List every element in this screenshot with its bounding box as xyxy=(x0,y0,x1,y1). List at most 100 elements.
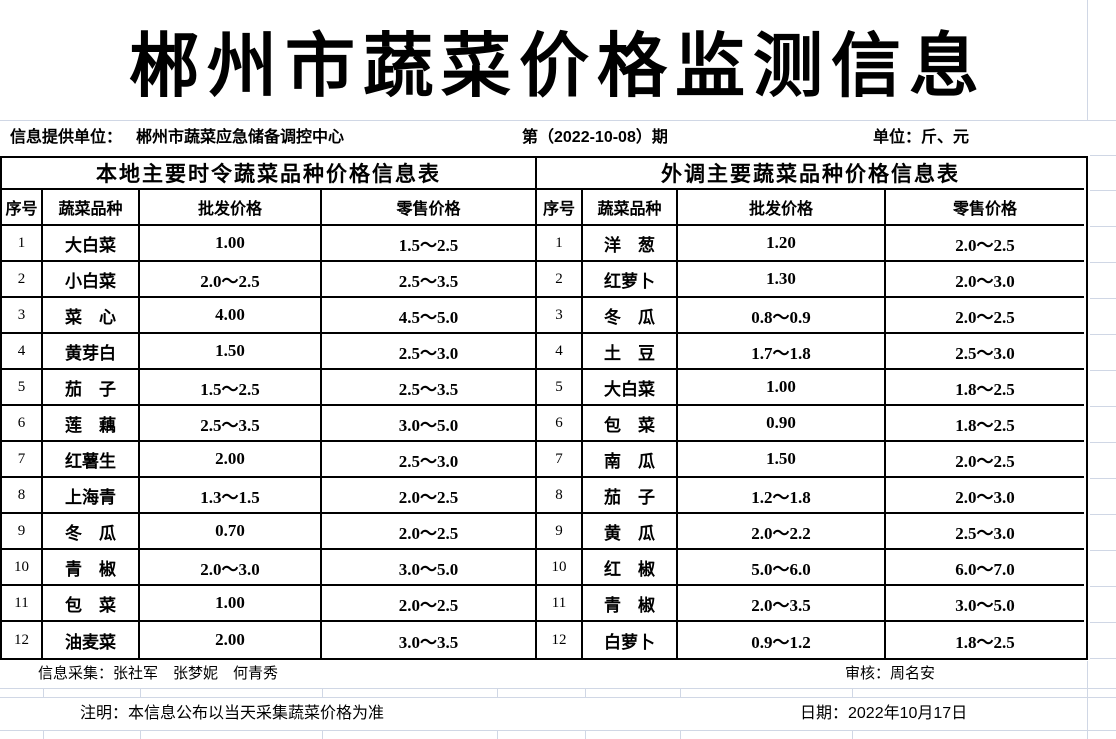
vegetable-name: 小白菜 xyxy=(43,262,140,298)
vegetable-name: 大白菜 xyxy=(43,226,140,262)
row-seq: 11 xyxy=(2,586,43,622)
gridline xyxy=(1087,661,1088,739)
wholesale-price: 1.3～1.5 xyxy=(140,478,322,514)
info-provider: 信息提供单位： 郴州市蔬菜应急储备调控中心 xyxy=(10,120,344,156)
row-seq: 1 xyxy=(2,226,43,262)
column-header-retail: 零售价格 xyxy=(322,190,535,226)
gridline xyxy=(1090,442,1116,443)
gridline xyxy=(1090,406,1116,407)
retail-price: 1.8～2.5 xyxy=(886,370,1084,406)
vegetable-name: 茄 子 xyxy=(583,478,678,514)
gridline xyxy=(1090,155,1116,156)
gridline xyxy=(0,697,1116,698)
vegetable-name: 茄 子 xyxy=(43,370,140,406)
retail-price: 2.5～3.0 xyxy=(322,442,535,478)
gridline xyxy=(1090,550,1116,551)
local-price-table: 本地主要时令蔬菜品种价格信息表 序号 蔬菜品种 批发价格 零售价格 1 大白菜 1.… xyxy=(0,156,537,660)
issue-number: 第（2022-10-08）期 xyxy=(522,129,668,146)
gridline xyxy=(1090,658,1116,659)
row-seq: 12 xyxy=(537,622,583,658)
row-seq: 6 xyxy=(2,406,43,442)
vegetable-name: 南 瓜 xyxy=(583,442,678,478)
date-label: 日期：2022年10月17日 xyxy=(800,705,968,722)
gridline xyxy=(0,688,1116,689)
row-seq: 7 xyxy=(537,442,583,478)
retail-price: 2.0～2.5 xyxy=(322,478,535,514)
row-seq: 10 xyxy=(537,550,583,586)
wholesale-price: 1.00 xyxy=(140,226,322,262)
column-header-wholesale: 批发价格 xyxy=(140,190,322,226)
gridline xyxy=(43,731,44,739)
vegetable-name: 红 椒 xyxy=(583,550,678,586)
vegetable-name: 菜 心 xyxy=(43,298,140,334)
info-provider-value: 郴州市蔬菜应急储备调控中心 xyxy=(136,129,345,146)
gridline xyxy=(1090,190,1116,191)
retail-price: 3.0～5.0 xyxy=(322,550,535,586)
retail-price: 2.0～2.5 xyxy=(886,298,1084,334)
vegetable-name: 包 菜 xyxy=(43,586,140,622)
gridline xyxy=(1090,514,1116,515)
wholesale-price: 1.5～2.5 xyxy=(140,370,322,406)
wholesale-price: 0.90 xyxy=(678,406,886,442)
wholesale-price: 5.0～6.0 xyxy=(678,550,886,586)
row-seq: 4 xyxy=(2,334,43,370)
vegetable-name: 洋 葱 xyxy=(583,226,678,262)
gridline xyxy=(43,689,44,697)
vegetable-name: 土 豆 xyxy=(583,334,678,370)
gridline xyxy=(1087,0,1088,120)
wholesale-price: 2.0～2.2 xyxy=(678,514,886,550)
row-seq: 2 xyxy=(2,262,43,298)
gridline xyxy=(852,689,853,697)
wholesale-price: 2.00 xyxy=(140,442,322,478)
retail-price: 4.5～5.0 xyxy=(322,298,535,334)
retail-price: 1.8～2.5 xyxy=(955,632,1015,652)
gridline xyxy=(0,730,1116,731)
gridline xyxy=(140,731,141,739)
row-seq: 8 xyxy=(537,478,583,514)
gridline xyxy=(1090,226,1116,227)
vegetable-name: 青 椒 xyxy=(583,586,678,622)
gridline xyxy=(680,689,681,697)
retail-price: 3.0～5.0 xyxy=(322,406,535,442)
retail-price: 1.8～2.5 xyxy=(886,406,1084,442)
row-seq: 11 xyxy=(537,586,583,622)
gridline xyxy=(1090,262,1116,263)
gridline xyxy=(497,731,498,739)
row-seq: 12 xyxy=(2,622,43,658)
gridline xyxy=(1090,334,1116,335)
column-header-vegetable: 蔬菜品种 xyxy=(43,190,140,226)
row-seq: 1 xyxy=(537,226,583,262)
page-title: 郴州市蔬菜价格监测信息 xyxy=(129,24,987,107)
row-seq: 10 xyxy=(2,550,43,586)
wholesale-price: 0.8～0.9 xyxy=(678,298,886,334)
unit-label: 单位：斤、元 xyxy=(873,129,970,146)
row-seq: 2 xyxy=(537,262,583,298)
retail-price: 2.5～3.5 xyxy=(322,262,535,298)
wholesale-price: 0.70 xyxy=(140,514,322,550)
vegetable-name: 上海青 xyxy=(43,478,140,514)
vegetable-name: 白萝卜 xyxy=(583,622,678,658)
wholesale-price: 1.2～1.8 xyxy=(678,478,886,514)
gridline xyxy=(322,689,323,697)
info-provider-label: 信息提供单位： xyxy=(10,129,123,146)
row-seq: 5 xyxy=(2,370,43,406)
wholesale-price: 1.30 xyxy=(678,262,886,298)
wholesale-price: 4.00 xyxy=(140,298,322,334)
retail-price: 2.5～3.0 xyxy=(886,514,1084,550)
wholesale-price: 1.00 xyxy=(140,586,322,622)
gridline xyxy=(0,120,1116,121)
row-seq: 4 xyxy=(537,334,583,370)
wholesale-price: 0.9～1.2 xyxy=(678,622,886,658)
reviewer-label: 审核：周名安 xyxy=(845,665,936,682)
local-table-title: 本地主要时令蔬菜品种价格信息表 xyxy=(2,158,535,190)
gridline xyxy=(1090,478,1116,479)
wholesale-price: 2.0～3.0 xyxy=(140,550,322,586)
retail-price: 2.5～3.0 xyxy=(886,334,1084,370)
retail-price: 2.0～2.5 xyxy=(886,442,1084,478)
vegetable-name: 青 椒 xyxy=(43,550,140,586)
wholesale-price: 1.50 xyxy=(678,442,886,478)
column-header-retail: 零售价格 xyxy=(886,190,1084,226)
vegetable-name: 黄 瓜 xyxy=(583,514,678,550)
external-table-title: 外调主要蔬菜品种价格信息表 xyxy=(537,158,1084,190)
wholesale-price: 1.50 xyxy=(140,334,322,370)
